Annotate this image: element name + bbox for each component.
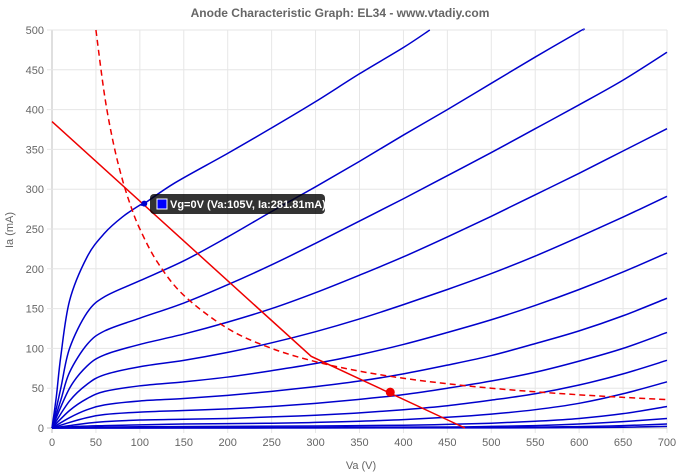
x-tick-label: 300 — [306, 437, 324, 449]
tooltip-swatch — [156, 198, 168, 210]
anode-curve — [51, 331, 668, 429]
tick-labels: 0 50 100 150 200 250 300 350 400 450 500 550 600 650 7… — [26, 25, 677, 449]
overlays — [51, 29, 668, 429]
chart-title: Anode Characteristic Graph: EL34 - www.v… — [191, 6, 490, 20]
x-tick-label: 200 — [219, 437, 237, 449]
x-tick-label: 650 — [614, 437, 632, 449]
tooltip: Vg=0V (Va:105V, Ia:281.81mA) — [150, 194, 326, 214]
tooltip-box — [150, 194, 325, 214]
operating-point — [385, 387, 395, 397]
anode-curve — [51, 252, 668, 429]
grid — [47, 29, 668, 433]
y-tick-label: 200 — [26, 264, 44, 276]
x-tick-label: 600 — [570, 437, 588, 449]
anode-curve — [51, 51, 668, 429]
anode-curve — [51, 359, 668, 429]
anode-curve — [51, 29, 431, 429]
y-tick-label: 50 — [32, 383, 44, 395]
x-tick-label: 250 — [262, 437, 280, 449]
x-tick-label: 700 — [658, 437, 676, 449]
x-tick-label: 150 — [175, 437, 193, 449]
x-tick-label: 50 — [90, 437, 102, 449]
anode-curve — [51, 297, 668, 429]
hover-point — [141, 200, 148, 207]
y-axis-title: Ia (mA) — [4, 212, 16, 248]
anode-curve — [51, 195, 668, 429]
x-tick-label: 100 — [131, 437, 149, 449]
anode-curve — [51, 405, 668, 429]
load-line — [51, 120, 466, 429]
x-tick-label: 0 — [49, 437, 55, 449]
x-tick-label: 450 — [438, 437, 456, 449]
x-tick-label: 500 — [482, 437, 500, 449]
y-tick-label: 100 — [26, 343, 44, 355]
y-tick-label: 500 — [26, 25, 44, 37]
anode-curve — [51, 425, 668, 429]
x-tick-label: 550 — [526, 437, 544, 449]
x-axis-title: Va (V) — [346, 460, 376, 472]
y-tick-label: 150 — [26, 304, 44, 316]
y-tick-label: 0 — [38, 423, 44, 435]
y-tick-label: 300 — [26, 184, 44, 196]
max-dissipation-curve — [95, 29, 668, 401]
anode-curve — [51, 381, 668, 429]
y-tick-label: 450 — [26, 65, 44, 77]
tooltip-text: Vg=0V (Va:105V, Ia:281.81mA) — [170, 199, 326, 211]
x-tick-label: 350 — [350, 437, 368, 449]
anode-curve — [51, 128, 668, 429]
y-tick-label: 350 — [26, 144, 44, 156]
y-tick-label: 250 — [26, 224, 44, 236]
x-tick-label: 400 — [394, 437, 412, 449]
y-tick-label: 400 — [26, 105, 44, 117]
